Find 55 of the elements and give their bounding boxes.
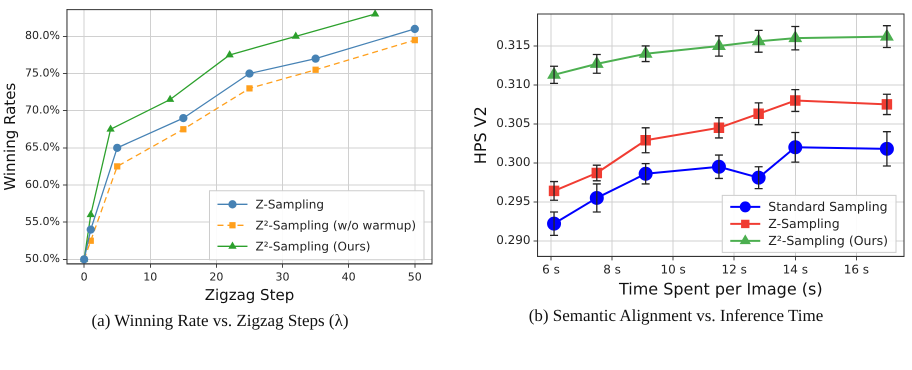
x-tick-label: 30 — [276, 270, 290, 284]
point — [312, 66, 319, 73]
point — [166, 95, 174, 102]
text: (b) Semantic Alignment vs. Inference Time — [528, 306, 824, 326]
y-tick-label: 75.0% — [24, 66, 60, 80]
y-tick-label: 60.0% — [24, 178, 60, 191]
legend-label: Z²-Sampling (w/o warmup) — [255, 218, 416, 232]
point — [245, 69, 254, 78]
point — [311, 54, 320, 63]
x-tick-label: 0 — [80, 270, 88, 284]
point — [106, 125, 114, 132]
text: (a) Winning Rate vs. Zigzag Steps (λ) — [92, 311, 348, 331]
y-tick-label: 0.315 — [496, 38, 531, 52]
point — [88, 238, 94, 244]
y-tick-label: 55.0% — [24, 215, 60, 228]
point — [180, 126, 186, 132]
y-tick-label: 70.0% — [24, 104, 60, 117]
point — [412, 36, 418, 44]
point — [179, 114, 188, 122]
y-tick-label: 0.310 — [496, 77, 531, 92]
legend-label: Z-Sampling — [255, 197, 324, 212]
legend-label: Z-Sampling — [768, 216, 840, 232]
x-tick-label: 50 — [408, 270, 422, 284]
x-axis-title: Time Spent per Image (s) — [618, 280, 823, 299]
x-tick-label: 20 — [209, 270, 224, 284]
point — [114, 163, 120, 170]
x-tick-label: 10 s — [660, 262, 686, 277]
x-tick-label: 16 s — [844, 262, 870, 277]
x-tick-label: 8 s — [603, 262, 621, 277]
point — [371, 10, 379, 16]
x-tick-label: 6 s — [542, 262, 560, 277]
point — [86, 225, 95, 234]
y-tick-label: 80.0% — [24, 29, 60, 42]
point — [113, 144, 122, 152]
y-tick-label: 65.0% — [24, 140, 60, 154]
y-tick-label: 50.0% — [24, 252, 60, 266]
x-tick-label: 40 — [342, 270, 356, 284]
y-tick-label: 0.290 — [496, 232, 531, 247]
x-tick-label: 10 — [143, 270, 158, 284]
x-tick-label: 14 s — [782, 262, 808, 277]
y-axis-title: HPS V2 — [470, 106, 490, 164]
x-axis-title: Zigzag Step — [204, 286, 294, 304]
legend-label: Standard Sampling — [768, 199, 888, 214]
legend-label: Z²-Sampling (Ours) — [255, 239, 370, 254]
point — [226, 50, 234, 58]
point — [410, 24, 419, 34]
x-tick-label: 12 s — [722, 262, 747, 277]
point — [292, 32, 300, 39]
point — [87, 210, 94, 218]
y-axis-title: Winning Rates — [0, 82, 19, 191]
y-tick-label: 0.295 — [496, 194, 531, 208]
legend-label: Z²-Sampling (Ours) — [768, 233, 888, 248]
point — [246, 85, 253, 92]
y-tick-label: 0.300 — [496, 154, 531, 169]
y-tick-label: 0.305 — [496, 116, 531, 130]
